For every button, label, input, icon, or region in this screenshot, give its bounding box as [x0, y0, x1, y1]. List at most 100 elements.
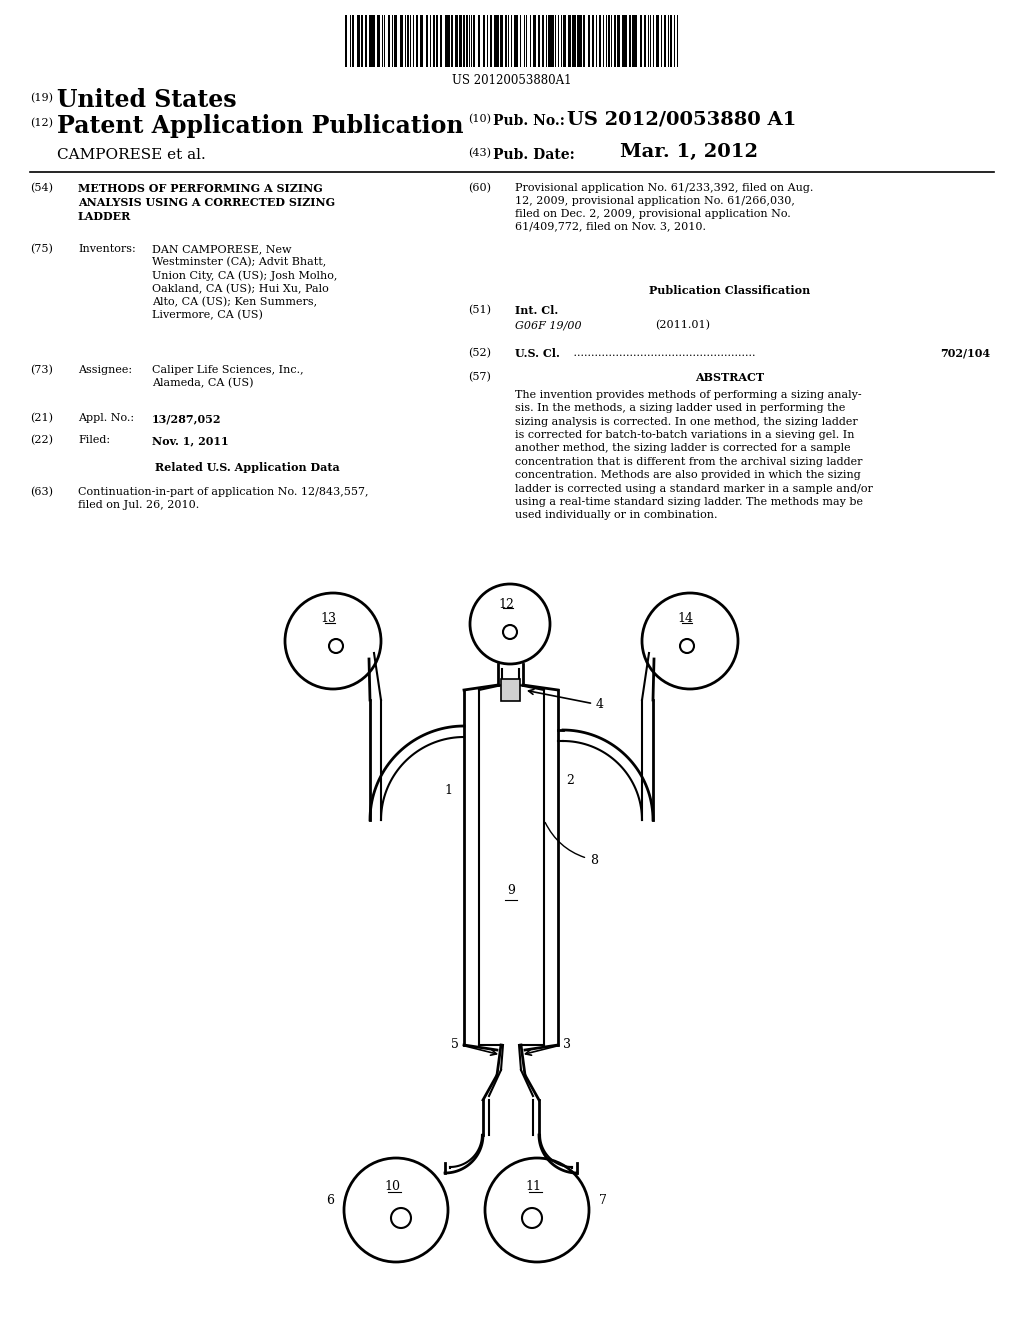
Bar — [430, 15, 431, 67]
Text: 13/287,052: 13/287,052 — [152, 413, 221, 424]
Bar — [420, 15, 423, 67]
Bar — [511, 15, 512, 67]
Text: 702/104: 702/104 — [940, 348, 990, 359]
Bar — [526, 15, 527, 67]
Text: 14: 14 — [677, 612, 693, 624]
Bar — [482, 15, 484, 67]
Text: 1: 1 — [444, 784, 452, 796]
Text: (75): (75) — [30, 244, 53, 255]
Bar — [644, 15, 645, 67]
Bar — [366, 15, 367, 67]
Text: 6: 6 — [326, 1193, 334, 1206]
Bar — [500, 15, 503, 67]
Bar — [490, 15, 493, 67]
Text: METHODS OF PERFORMING A SIZING
ANALYSIS USING A CORRECTED SIZING
LADDER: METHODS OF PERFORMING A SIZING ANALYSIS … — [78, 183, 335, 222]
Bar — [478, 15, 480, 67]
Bar — [632, 15, 635, 67]
Text: G06F 19/00: G06F 19/00 — [515, 319, 582, 330]
Bar — [640, 15, 642, 67]
Text: 5: 5 — [452, 1039, 459, 1052]
Bar — [664, 15, 666, 67]
Text: ....................................................: ........................................… — [570, 348, 756, 358]
Text: Caliper Life Sciences, Inc.,
Alameda, CA (US): Caliper Life Sciences, Inc., Alameda, CA… — [152, 366, 304, 388]
Bar — [456, 15, 458, 67]
Text: Related U.S. Application Data: Related U.S. Application Data — [155, 462, 340, 473]
Bar — [388, 15, 390, 67]
Text: Assignee:: Assignee: — [78, 366, 132, 375]
Bar — [413, 15, 415, 67]
Bar — [451, 15, 453, 67]
Bar — [592, 15, 594, 67]
Bar — [404, 15, 407, 67]
Bar — [671, 15, 672, 67]
Bar — [583, 15, 585, 67]
Text: US 2012/0053880 A1: US 2012/0053880 A1 — [567, 110, 797, 128]
Bar — [466, 15, 468, 67]
Bar — [506, 15, 507, 67]
Bar — [552, 15, 554, 67]
Bar — [572, 15, 574, 67]
Bar — [625, 15, 627, 67]
Bar — [555, 15, 556, 67]
Bar — [463, 15, 465, 67]
Bar — [473, 15, 475, 67]
Text: (51): (51) — [468, 305, 490, 315]
Bar — [417, 15, 418, 67]
Bar — [495, 15, 496, 67]
Text: 4: 4 — [528, 689, 604, 711]
Bar — [426, 15, 428, 67]
Bar — [635, 15, 637, 67]
Text: 9: 9 — [507, 883, 515, 896]
Bar — [563, 15, 565, 67]
Text: (22): (22) — [30, 436, 53, 445]
Bar — [657, 15, 658, 67]
Bar — [623, 15, 624, 67]
Bar — [629, 15, 631, 67]
Text: 8: 8 — [545, 822, 598, 866]
Bar — [392, 15, 393, 67]
Bar — [361, 15, 364, 67]
Text: Filed:: Filed: — [78, 436, 111, 445]
Bar — [519, 15, 521, 67]
Bar — [608, 15, 610, 67]
Bar — [577, 15, 579, 67]
Text: (63): (63) — [30, 487, 53, 498]
Text: (52): (52) — [468, 348, 490, 358]
Text: (10): (10) — [468, 114, 490, 124]
Bar — [459, 15, 462, 67]
Bar — [373, 15, 375, 67]
Text: 3: 3 — [563, 1039, 571, 1052]
Bar — [400, 15, 403, 67]
Bar — [440, 15, 442, 67]
Bar — [548, 15, 551, 67]
Text: (57): (57) — [468, 372, 490, 383]
Text: 7: 7 — [599, 1193, 607, 1206]
Bar — [561, 15, 562, 67]
Text: Inventors:: Inventors: — [78, 244, 136, 253]
Text: Nov. 1, 2011: Nov. 1, 2011 — [152, 436, 228, 446]
Text: 10: 10 — [384, 1180, 400, 1193]
Text: (12): (12) — [30, 117, 53, 128]
Bar — [534, 15, 536, 67]
Bar — [530, 15, 531, 67]
Text: (60): (60) — [468, 183, 490, 193]
Text: U.S. Cl.: U.S. Cl. — [515, 348, 560, 359]
Bar — [514, 15, 516, 67]
Text: Appl. No.:: Appl. No.: — [78, 413, 134, 422]
Text: CAMPORESE et al.: CAMPORESE et al. — [57, 148, 206, 162]
Text: US 20120053880A1: US 20120053880A1 — [453, 74, 571, 87]
Bar — [538, 15, 541, 67]
Text: (73): (73) — [30, 366, 53, 375]
Text: 11: 11 — [525, 1180, 541, 1193]
Bar — [516, 15, 518, 67]
Bar — [445, 15, 447, 67]
Text: (19): (19) — [30, 92, 53, 103]
Bar — [433, 15, 434, 67]
Text: Continuation-in-part of application No. 12/843,557,
filed on Jul. 26, 2010.: Continuation-in-part of application No. … — [78, 487, 369, 510]
Bar — [508, 15, 509, 67]
Text: The invention provides methods of performing a sizing analy-
sis. In the methods: The invention provides methods of perfor… — [515, 389, 872, 520]
Text: Patent Application Publication: Patent Application Publication — [57, 114, 464, 139]
Text: (2011.01): (2011.01) — [655, 319, 710, 330]
Bar — [588, 15, 591, 67]
Text: Publication Classification: Publication Classification — [649, 285, 811, 296]
